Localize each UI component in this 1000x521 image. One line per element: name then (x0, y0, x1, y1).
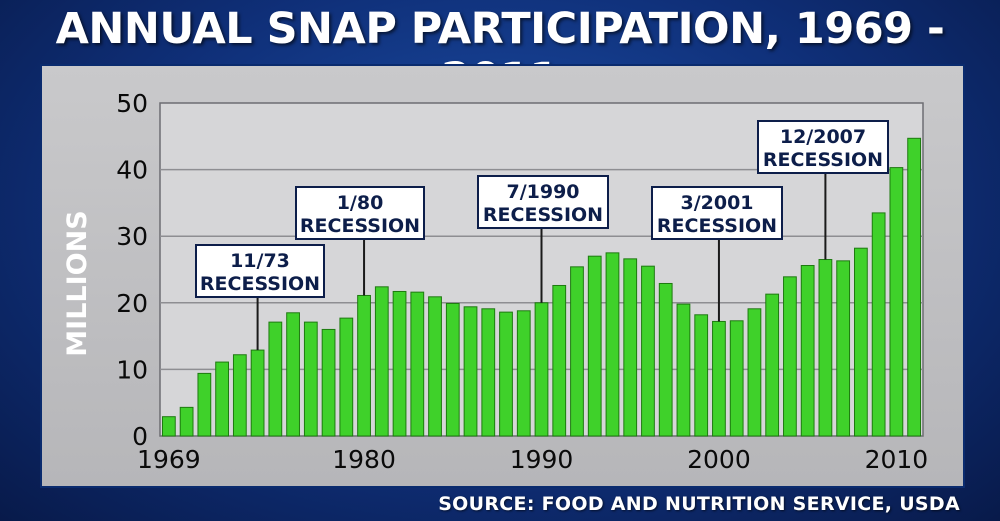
annotation-date: 1/80 (337, 192, 384, 214)
bar (729, 320, 744, 437)
bar (303, 321, 318, 437)
annotation-box (195, 244, 325, 298)
bar (179, 406, 194, 437)
bar (410, 291, 425, 437)
bar (339, 317, 354, 437)
bar (357, 294, 371, 437)
annotation-date: 3/2001 (680, 192, 753, 214)
annotation-label: RECESSION (300, 215, 420, 237)
x-tick-label: 1969 (137, 445, 201, 474)
annotation-box (295, 186, 425, 240)
bar (392, 290, 407, 437)
source-note: SOURCE: FOOD AND NUTRITION SERVICE, USDA (438, 493, 960, 515)
bar (215, 361, 229, 437)
bar (268, 321, 283, 437)
annotation-label: RECESSION (657, 215, 777, 237)
y-axis-label: MILLIONS (62, 210, 93, 356)
x-tick-label: 1990 (510, 445, 574, 474)
bar (250, 349, 265, 437)
bar (552, 284, 567, 437)
annotation-date: 11/73 (230, 250, 290, 272)
bar (907, 137, 922, 437)
bar (481, 308, 496, 437)
bar (783, 276, 797, 437)
x-tick-label: 2000 (687, 445, 751, 474)
bar (889, 167, 904, 437)
bar (658, 282, 673, 437)
bar (747, 308, 762, 437)
bar (570, 266, 584, 437)
annotation-label: RECESSION (763, 149, 883, 171)
bar (641, 265, 655, 437)
y-tick-label: 20 (116, 289, 148, 318)
annotation-label: RECESSION (200, 273, 320, 295)
annotation-box (477, 175, 609, 229)
bar (712, 320, 726, 437)
bar (463, 306, 478, 437)
bar (605, 252, 620, 437)
bar (694, 314, 709, 437)
bar (232, 354, 247, 437)
bar (197, 372, 212, 437)
bar (871, 212, 886, 437)
bar (516, 310, 531, 437)
bar (534, 302, 549, 437)
annotation-box (757, 120, 889, 174)
bar (800, 265, 815, 437)
bar (836, 260, 851, 437)
bar (445, 302, 460, 437)
y-tick-label: 10 (116, 355, 148, 384)
annotation-label: RECESSION (483, 204, 603, 226)
annotation-box (651, 186, 783, 240)
x-tick-label: 1980 (332, 445, 396, 474)
bar (854, 247, 868, 437)
bar (428, 296, 442, 437)
bar (161, 416, 176, 437)
y-tick-label: 50 (116, 89, 148, 118)
bar (499, 311, 513, 437)
y-tick-label: 40 (116, 156, 148, 185)
bar (623, 258, 638, 437)
bar (676, 303, 691, 437)
bar (321, 328, 336, 437)
bar (587, 255, 602, 437)
y-tick-label: 0 (132, 422, 148, 451)
bar (374, 286, 389, 437)
bar (765, 293, 780, 437)
bar (818, 259, 833, 437)
x-tick-label: 2010 (865, 445, 929, 474)
annotation-date: 12/2007 (780, 126, 866, 148)
annotation-date: 7/1990 (506, 181, 579, 203)
bar (286, 312, 300, 437)
y-tick-label: 30 (116, 222, 148, 251)
